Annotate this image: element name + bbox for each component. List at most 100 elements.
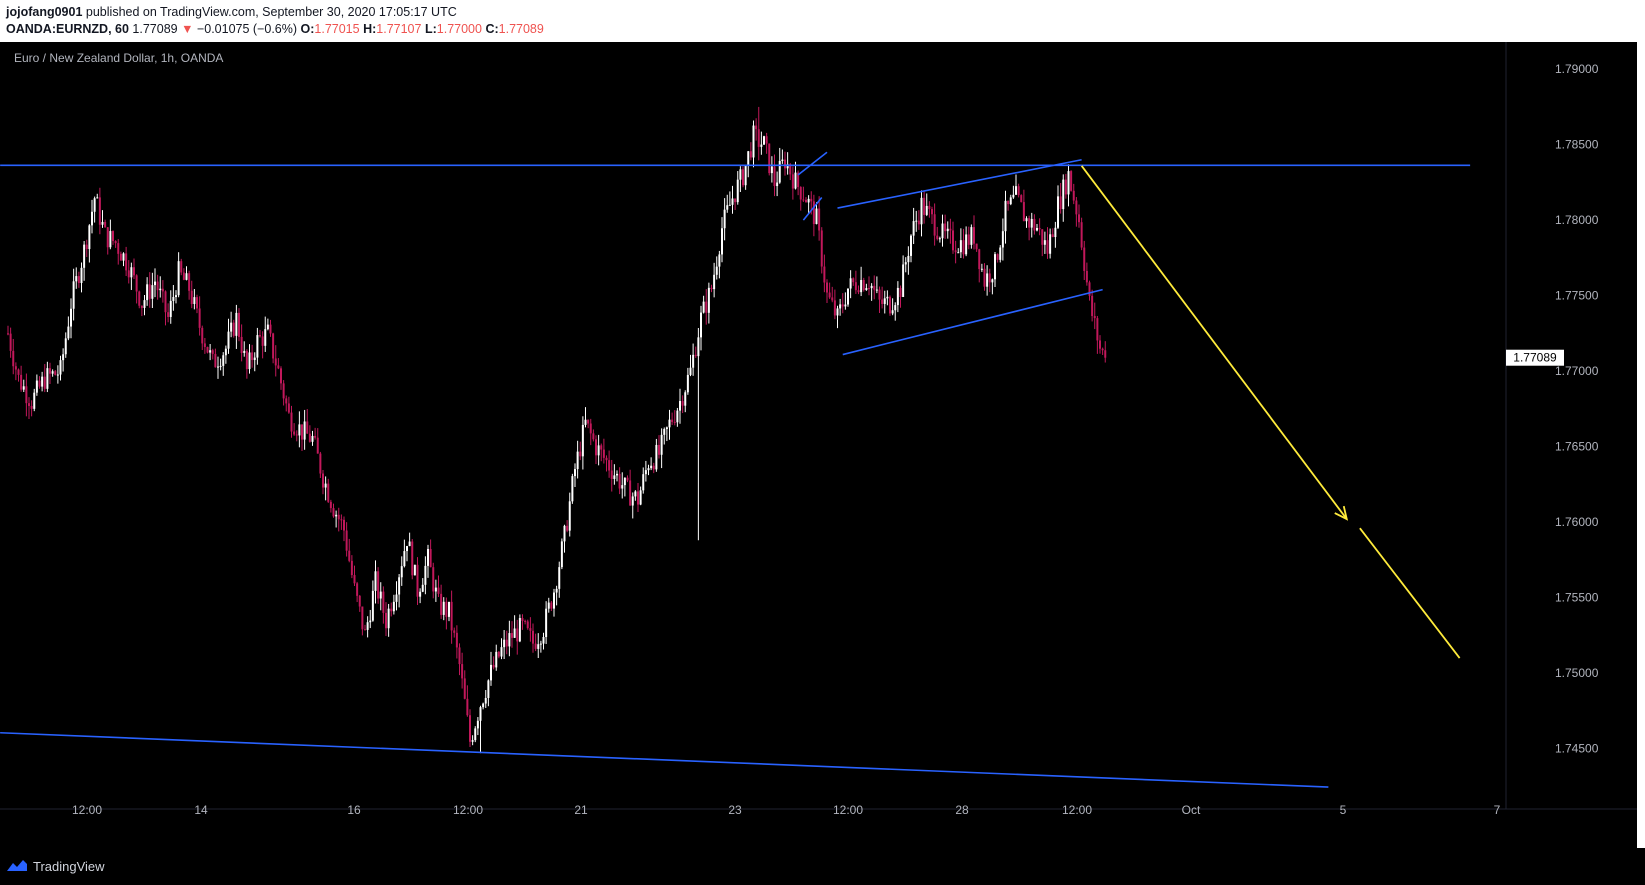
candle-up-body xyxy=(700,312,702,338)
candle-up-body xyxy=(631,496,634,506)
candle-down-body xyxy=(784,159,786,169)
candle-up-body xyxy=(728,204,731,206)
candle-down-body xyxy=(385,612,387,629)
flag-line-lower xyxy=(802,197,823,221)
candle-up-body xyxy=(715,266,718,275)
candle-down-body xyxy=(881,299,884,304)
price-change: −0.01075 (−0.6%) xyxy=(196,22,298,36)
candle-down-body xyxy=(377,571,380,599)
candle-down-body xyxy=(975,243,978,250)
candle-down-body xyxy=(308,433,311,442)
candle-up-body xyxy=(941,223,944,239)
candle-up-body xyxy=(616,473,618,476)
candle-up-body xyxy=(910,235,912,256)
candle-up-body xyxy=(891,310,894,314)
candle-down-body xyxy=(119,253,122,261)
candle-down-body xyxy=(49,368,51,374)
chart-header: jojofang0901 published on TradingView.co… xyxy=(0,0,1645,42)
candle-up-body xyxy=(1062,179,1065,210)
candle-up-body xyxy=(739,169,742,180)
candle-up-body xyxy=(644,470,647,475)
candle-down-body xyxy=(319,453,322,474)
candle-up-body xyxy=(379,591,382,599)
candle-down-body xyxy=(828,292,831,298)
candle-up-body xyxy=(597,445,600,456)
candle-down-body xyxy=(637,491,639,505)
candle-up-body xyxy=(56,374,59,376)
candle-down-body xyxy=(1041,229,1044,245)
candle-down-body xyxy=(862,279,865,291)
candle-down-body xyxy=(17,369,20,375)
candle-down-body xyxy=(272,333,275,359)
candle-down-body xyxy=(463,678,466,699)
change-down-arrow-icon: ▼ xyxy=(181,22,194,36)
candle-down-body xyxy=(805,199,807,203)
candle-up-body xyxy=(713,274,716,290)
candle-down-body xyxy=(20,374,23,390)
candle-up-body xyxy=(1036,227,1038,231)
candle-up-body xyxy=(217,366,219,368)
candle-up-body xyxy=(571,476,574,502)
candle-down-body xyxy=(340,519,343,521)
candle-down-body xyxy=(240,336,243,353)
candle-up-body xyxy=(33,392,36,409)
candles-group xyxy=(7,106,1107,754)
projection-arrow-line xyxy=(1080,165,1348,520)
candle-down-body xyxy=(361,606,364,630)
candle-down-body xyxy=(610,470,613,479)
candle-up-body xyxy=(875,289,878,291)
published-text: published on TradingView.com, September … xyxy=(85,5,457,19)
candle-down-body xyxy=(437,587,440,594)
candle-down-body xyxy=(826,282,828,293)
candle-down-body xyxy=(316,437,319,454)
candle-down-body xyxy=(12,350,15,367)
candle-down-body xyxy=(516,628,519,642)
candle-down-body xyxy=(314,435,317,438)
candle-down-body xyxy=(332,508,335,517)
candle-down-body xyxy=(505,639,508,647)
last-price: 1.77089 xyxy=(132,22,178,36)
candle-up-body xyxy=(621,485,624,489)
candle-down-body xyxy=(7,333,9,335)
author-name[interactable]: jojofang0901 xyxy=(6,5,83,19)
candle-down-body xyxy=(411,541,414,576)
candle-down-body xyxy=(962,240,965,255)
candle-up-body xyxy=(151,285,154,299)
candle-up-body xyxy=(883,298,886,304)
candle-down-body xyxy=(337,514,340,520)
candle-up-body xyxy=(865,288,868,291)
tradingview-logo-icon[interactable] xyxy=(6,858,28,872)
symbol-line: OANDA:EURNZD, 60 1.77089 ▼ −0.01075 (−0.… xyxy=(6,22,544,36)
candle-down-body xyxy=(773,166,776,187)
candle-up-body xyxy=(553,592,555,609)
candle-up-body xyxy=(665,427,668,430)
candle-down-body xyxy=(810,198,813,202)
candle-up-body xyxy=(634,491,637,497)
candle-down-body xyxy=(681,401,684,406)
candle-down-body xyxy=(329,501,332,509)
candle-up-body xyxy=(847,288,849,305)
candle-down-body xyxy=(348,550,351,561)
candle-down-body xyxy=(579,451,582,457)
symbol-name[interactable]: OANDA:EURNZD, 60 xyxy=(6,22,129,36)
candle-down-body xyxy=(259,335,261,337)
candle-down-body xyxy=(282,383,285,399)
candle-up-body xyxy=(324,483,327,488)
candle-down-body xyxy=(30,405,33,409)
brand-name[interactable]: TradingView xyxy=(33,859,105,874)
candle-down-body xyxy=(529,628,532,631)
candle-down-body xyxy=(923,197,926,215)
candle-up-body xyxy=(999,247,1002,260)
chart-pane[interactable]: 1.79000 1.78500 1.78000 1.77500 1.77000 1.765… xyxy=(0,42,1637,848)
candle-down-body xyxy=(429,549,432,568)
candle-down-body xyxy=(245,350,248,370)
candle-down-body xyxy=(705,301,708,313)
candle-up-body xyxy=(991,279,994,283)
candle-down-body xyxy=(734,198,737,203)
candle-down-body xyxy=(652,465,655,470)
chart-canvas[interactable]: 1.79000 1.78500 1.78000 1.77500 1.77000 1.765… xyxy=(0,42,1637,848)
candle-down-body xyxy=(206,346,209,353)
candle-down-body xyxy=(114,241,117,244)
candle-down-body xyxy=(458,647,461,665)
candle-down-body xyxy=(944,223,947,232)
